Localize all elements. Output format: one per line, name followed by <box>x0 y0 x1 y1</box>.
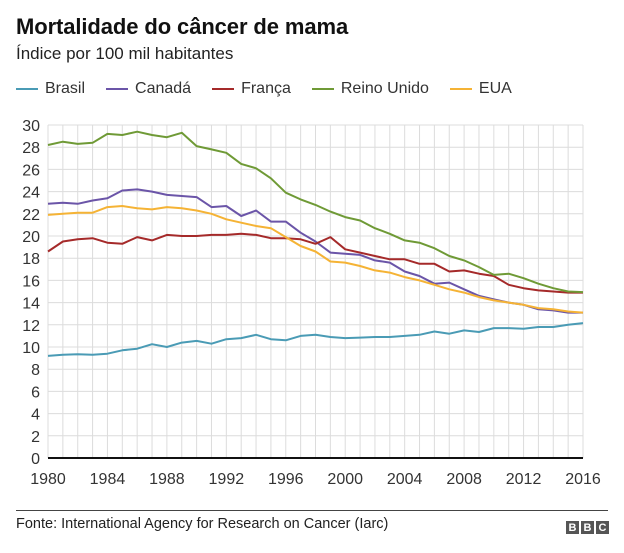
x-axis-ticks: 1980 1984 1988 1992 1996 2000 2004 2008 2012 2016 <box>30 471 601 488</box>
x-tick-label: 1996 <box>268 471 304 488</box>
legend-item-eua: EUA <box>449 80 512 98</box>
chart-title: Mortalidade do câncer de mama <box>16 14 349 39</box>
x-tick-label: 1980 <box>30 471 66 488</box>
legend-label-brasil: Brasil <box>45 80 86 97</box>
legend-swatch-reino-unido <box>311 88 334 90</box>
y-tick-label: 22 <box>22 207 40 224</box>
x-tick-label: 1992 <box>209 471 245 488</box>
y-tick-label: 30 <box>22 118 40 135</box>
bbc-logo-block: C <box>596 521 609 534</box>
y-tick-label: 6 <box>31 384 40 401</box>
y-tick-label: 4 <box>31 407 40 424</box>
y-tick-label: 18 <box>22 251 40 268</box>
series-line-reino-unido <box>47 130 584 294</box>
y-tick-label: 8 <box>31 362 40 379</box>
series-line-franca <box>47 232 583 294</box>
x-tick-label: 2012 <box>506 471 542 488</box>
legend-item-franca: França <box>212 80 291 98</box>
legend-label-reino-unido: Reino Unido <box>340 80 429 97</box>
grid <box>47 124 584 459</box>
x-tick-label: 2004 <box>387 471 423 488</box>
x-tick-label: 2008 <box>446 471 482 488</box>
y-tick-label: 0 <box>31 451 40 468</box>
bbc-logo-block: B <box>581 521 594 534</box>
legend-item-canada: Canadá <box>106 80 191 98</box>
y-tick-label: 12 <box>22 318 40 335</box>
y-tick-label: 26 <box>22 162 40 179</box>
y-tick-label: 24 <box>22 185 40 202</box>
legend: Brasil Canadá França Reino Unido EUA <box>16 80 533 98</box>
series-line-eua <box>47 205 584 314</box>
x-tick-label: 2000 <box>327 471 363 488</box>
legend-swatch-canada <box>106 88 129 90</box>
footer-divider <box>16 510 608 511</box>
legend-item-brasil: Brasil <box>16 80 85 98</box>
bbc-logo-block: B <box>566 521 579 534</box>
y-tick-label: 10 <box>22 340 40 357</box>
chart-subtitle: Índice por 100 mil habitantes <box>16 44 234 63</box>
series-lines <box>47 130 584 357</box>
source-note: Fonte: International Agency for Research… <box>16 516 389 532</box>
bbc-logo: B B C <box>564 521 609 534</box>
y-tick-label: 28 <box>22 140 40 157</box>
legend-label-franca: França <box>241 80 291 97</box>
legend-label-eua: EUA <box>478 80 512 97</box>
legend-swatch-franca <box>212 88 235 90</box>
legend-item-reino-unido: Reino Unido <box>311 80 429 98</box>
series-line-canada <box>47 188 583 314</box>
x-tick-label: 1984 <box>90 471 126 488</box>
legend-swatch-brasil <box>16 88 38 90</box>
x-tick-label: 2016 <box>565 471 601 488</box>
legend-label-canada: Canadá <box>135 80 192 97</box>
legend-swatch-eua <box>449 88 472 90</box>
x-tick-label: 1988 <box>149 471 185 488</box>
y-tick-label: 2 <box>31 429 40 446</box>
y-tick-label: 20 <box>22 229 40 246</box>
series-line-brasil <box>47 322 584 357</box>
y-tick-label: 16 <box>22 273 40 290</box>
y-tick-label: 14 <box>22 296 40 313</box>
